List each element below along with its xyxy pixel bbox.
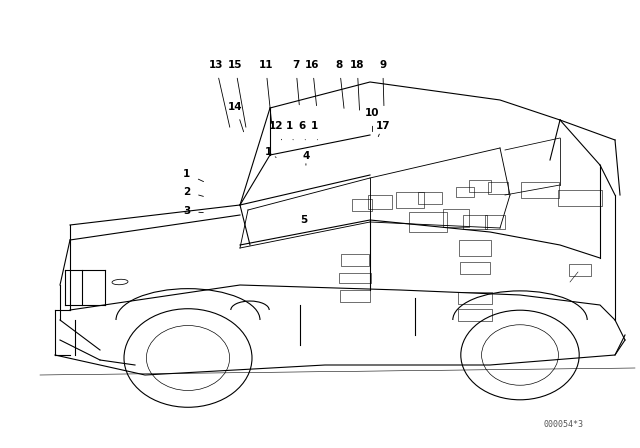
Text: 6: 6: [298, 121, 306, 140]
Text: 000054*3: 000054*3: [543, 420, 583, 429]
Text: 10: 10: [365, 108, 380, 132]
Text: 1: 1: [311, 121, 319, 140]
Text: 3: 3: [183, 207, 204, 216]
Text: 17: 17: [376, 121, 390, 137]
Text: 16: 16: [305, 60, 319, 106]
Text: 18: 18: [350, 60, 364, 110]
Text: 7: 7: [292, 60, 300, 105]
Text: 1: 1: [265, 147, 276, 157]
Text: 12: 12: [269, 121, 284, 140]
Text: 2: 2: [183, 187, 204, 197]
Text: 1: 1: [285, 121, 293, 140]
Text: 1: 1: [183, 169, 204, 181]
Text: 15: 15: [228, 60, 246, 127]
Text: 13: 13: [209, 60, 230, 127]
Text: 5: 5: [300, 215, 307, 225]
Text: 4: 4: [302, 151, 310, 165]
Text: 14: 14: [228, 102, 244, 132]
Text: 9: 9: [379, 60, 387, 106]
Text: 8: 8: [335, 60, 344, 108]
Text: 11: 11: [259, 60, 273, 124]
